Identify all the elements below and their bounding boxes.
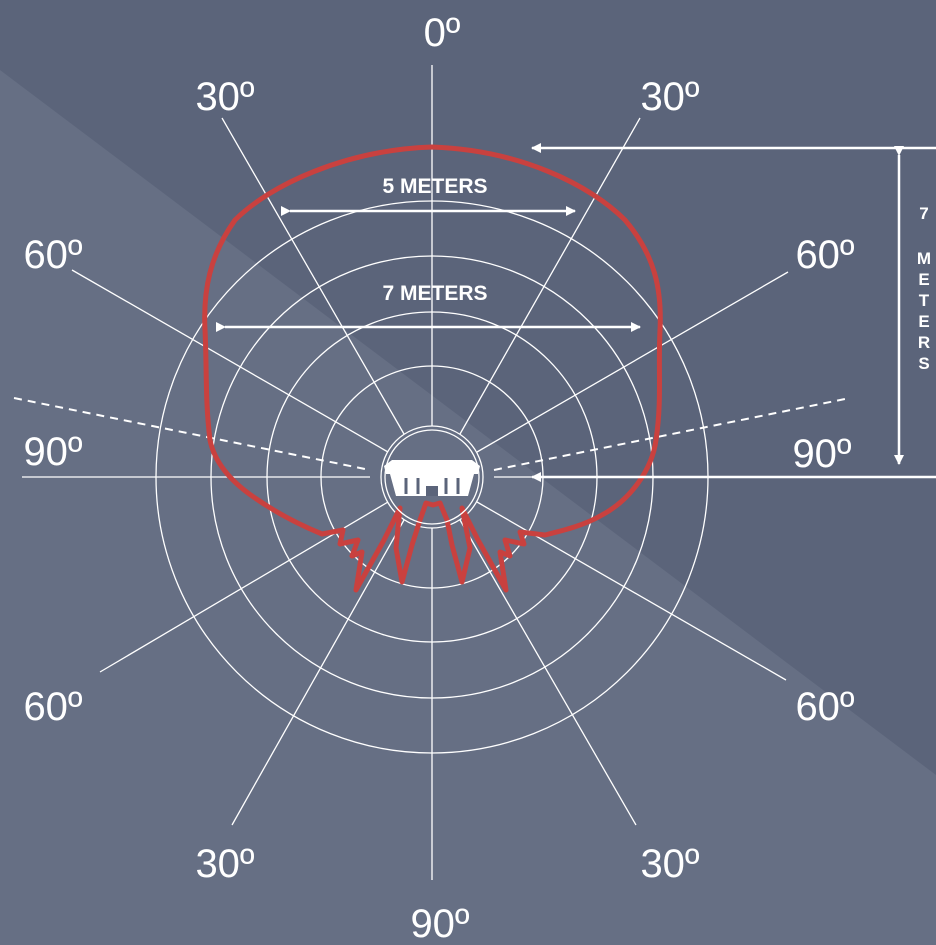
radial-line-60-right xyxy=(476,271,789,453)
dimension-label-5m: 5 METERS xyxy=(382,175,487,198)
angle-label-top: 0º xyxy=(424,11,461,55)
radial-line-30-right xyxy=(459,117,641,435)
svg-text:T: T xyxy=(919,291,930,310)
svg-text:S: S xyxy=(918,354,929,373)
svg-text:E: E xyxy=(918,270,929,289)
svg-text:E: E xyxy=(918,312,929,331)
horizon-line-right xyxy=(493,397,851,471)
svg-text:M: M xyxy=(917,249,931,268)
angle-label-mid-left-lower: 60º xyxy=(23,685,82,729)
horizon-dashed-lines xyxy=(13,397,851,471)
angle-labels: 0º 30º 30º 60º 60º 90º 90º 60º 60º 30º 3… xyxy=(23,11,854,945)
radial-line-120-left xyxy=(99,501,389,673)
angle-label-lower-right: 30º xyxy=(640,842,699,886)
coverage-pattern-outline xyxy=(202,144,663,593)
angle-label-mid-left-upper: 60º xyxy=(23,233,82,277)
radial-line-120-right xyxy=(476,501,787,681)
angle-label-lower-left: 30º xyxy=(195,842,254,886)
angle-label-upper-right: 30º xyxy=(640,75,699,119)
angle-label-mid-right-upper: 60º xyxy=(795,233,854,277)
radial-line-150-left xyxy=(231,519,405,826)
angle-label-bottom: 90º xyxy=(410,902,469,945)
horizon-line-left xyxy=(13,397,371,471)
angle-label-upper-left: 30º xyxy=(195,75,254,119)
svg-text:7: 7 xyxy=(919,204,928,223)
svg-text:R: R xyxy=(918,333,930,352)
detector-icon xyxy=(384,429,480,525)
radial-line-150-right xyxy=(459,519,637,826)
vertical-dimension-label: 7 M E T E R S xyxy=(917,204,931,373)
angle-label-left: 90º xyxy=(23,430,82,474)
angle-label-right: 90º xyxy=(792,432,851,476)
radial-line-60-left xyxy=(71,269,389,453)
radial-line-30-left xyxy=(221,117,405,435)
angle-label-mid-right-lower: 60º xyxy=(795,685,854,729)
dimension-label-7m: 7 METERS xyxy=(382,282,487,305)
